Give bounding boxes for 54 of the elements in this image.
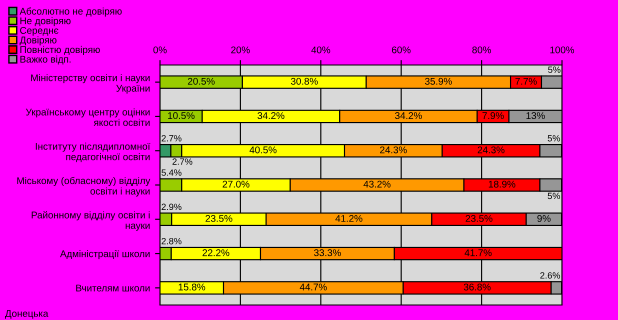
- text: Донецька: [5, 310, 48, 319]
- y-tick-label: Адміністрації школи: [60, 250, 150, 260]
- data-label: 41.7%: [464, 249, 492, 256]
- data-label: 2.9%: [162, 204, 182, 210]
- data-label: 5.4%: [162, 169, 182, 176]
- data-label: 15.8%: [178, 284, 206, 290]
- data-label: 24.3%: [380, 146, 407, 154]
- legend-label: Не довіряю: [20, 17, 71, 26]
- data-label: 7.7%: [515, 78, 537, 85]
- data-label: 23.5%: [206, 215, 232, 222]
- x-tick-label: 20%: [231, 46, 250, 54]
- x-tick-label: 80%: [472, 46, 491, 54]
- data-label: 41.2%: [335, 215, 362, 222]
- data-label: 43.2%: [364, 180, 391, 188]
- y-tick-label: Українському центру оцінки якості освіти: [26, 108, 150, 126]
- data-label: 10.5%: [168, 112, 195, 120]
- data-label: 27.0%: [222, 180, 250, 188]
- legend-label: Довіряю: [20, 36, 56, 46]
- data-label: 33.3%: [314, 249, 341, 256]
- x-tick-label: 100%: [550, 46, 574, 54]
- y-tick-label: Вчителям школи: [76, 284, 150, 292]
- data-label: 20.5%: [188, 78, 215, 85]
- y-tick-label: Міністерству освіти і науки України: [31, 74, 150, 94]
- x-tick-label: 40%: [311, 46, 330, 54]
- data-label: 5%: [548, 135, 560, 142]
- y-tick-label: Інституту післядипломної педагогічної освіти: [36, 142, 150, 162]
- legend-label: Повністю довіряю: [20, 46, 100, 55]
- data-label: 24.3%: [478, 146, 504, 154]
- y-tick-label: Районному відділу освіти і науки: [32, 211, 150, 231]
- legend-label: Абсолютно не довіряю: [20, 7, 122, 17]
- legend-label: Середнє: [20, 26, 58, 36]
- data-label: 36.8%: [464, 284, 491, 290]
- data-label: 2.8%: [162, 238, 182, 244]
- data-label: 40.5%: [250, 146, 277, 154]
- data-label: 18.9%: [488, 180, 516, 188]
- data-label: 2.7%: [162, 135, 182, 142]
- data-label: 13%: [526, 112, 545, 120]
- data-label: 9%: [537, 215, 551, 222]
- data-label: 44.7%: [300, 284, 327, 290]
- data-label: 7.9%: [482, 112, 504, 120]
- data-label: 2.6%: [540, 272, 560, 279]
- data-label: 34.2%: [395, 112, 422, 120]
- x-tick-label: 60%: [392, 46, 411, 54]
- data-label: 30.8%: [290, 78, 318, 85]
- legend-label: Важко відп.: [20, 56, 71, 65]
- data-label: 22.2%: [202, 249, 230, 256]
- y-tick-label: Міському (обласному) відділу освіти і науки: [17, 176, 150, 197]
- x-tick-label: 0%: [153, 46, 167, 54]
- data-label: 2.7%: [172, 158, 192, 165]
- data-label: 5%: [548, 192, 560, 200]
- data-label: 23.5%: [466, 215, 492, 222]
- data-label: 34.2%: [258, 112, 284, 120]
- data-label: 35.9%: [424, 78, 452, 85]
- data-label: 5%: [548, 66, 560, 73]
